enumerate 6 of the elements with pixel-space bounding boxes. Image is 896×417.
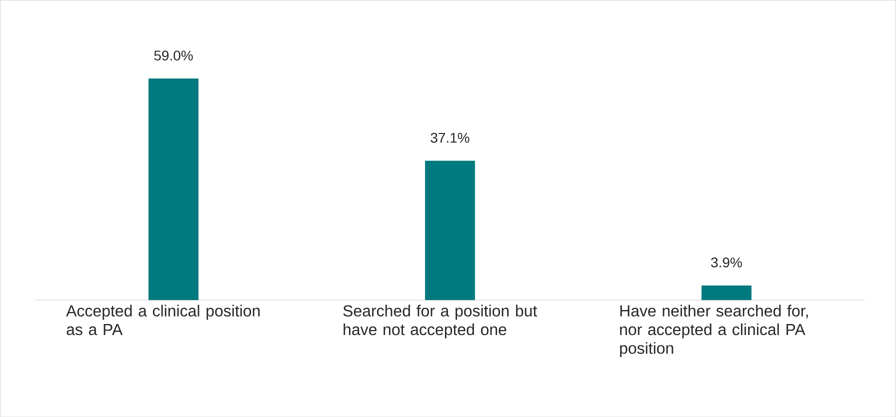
data-label: 37.1%: [430, 132, 470, 143]
data-label: 3.9%: [711, 257, 742, 268]
x-tick-label: Have neither searched for, nor accepted a clinical PA position: [620, 304, 808, 357]
x-tick-label: Accepted a clinical position as a PA: [66, 304, 260, 336]
x-tick-label: Searched for a position but have not accepted one: [343, 304, 538, 338]
data-label: 59.0%: [154, 50, 193, 60]
